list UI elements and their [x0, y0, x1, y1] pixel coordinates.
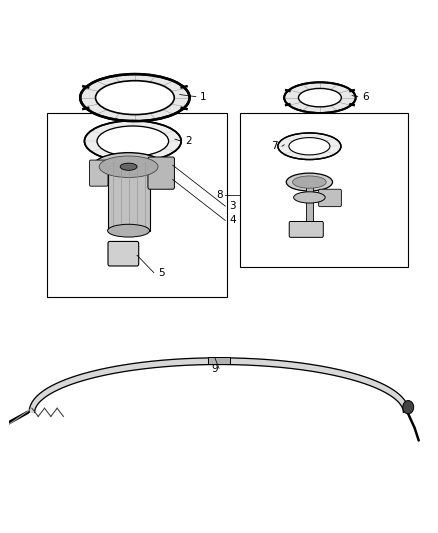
Ellipse shape — [80, 74, 190, 121]
Text: 7: 7 — [271, 141, 278, 151]
Polygon shape — [29, 358, 409, 413]
Circle shape — [403, 401, 413, 414]
Text: 6: 6 — [362, 92, 369, 102]
Ellipse shape — [289, 138, 330, 155]
Ellipse shape — [108, 224, 150, 237]
Ellipse shape — [85, 120, 181, 161]
Ellipse shape — [284, 82, 356, 113]
Text: 5: 5 — [158, 268, 165, 278]
Bar — [240, 113, 408, 266]
Text: 2: 2 — [185, 136, 192, 146]
Ellipse shape — [93, 152, 164, 181]
FancyBboxPatch shape — [289, 222, 323, 237]
FancyBboxPatch shape — [89, 160, 108, 186]
FancyBboxPatch shape — [319, 189, 341, 207]
Ellipse shape — [278, 133, 341, 159]
Ellipse shape — [99, 156, 158, 177]
Bar — [208, 357, 230, 364]
Ellipse shape — [298, 88, 341, 107]
Bar — [108, 159, 150, 231]
FancyBboxPatch shape — [148, 157, 174, 189]
Text: 4: 4 — [230, 215, 236, 225]
Ellipse shape — [97, 126, 169, 156]
Bar — [306, 177, 313, 228]
Ellipse shape — [293, 176, 326, 188]
Ellipse shape — [286, 173, 332, 191]
Ellipse shape — [293, 192, 325, 203]
Bar — [46, 113, 227, 297]
FancyBboxPatch shape — [108, 241, 139, 266]
Text: 8: 8 — [216, 190, 223, 200]
Ellipse shape — [120, 163, 137, 171]
Text: 3: 3 — [230, 201, 236, 211]
Text: 9: 9 — [212, 364, 218, 374]
Text: 1: 1 — [200, 92, 207, 102]
Ellipse shape — [95, 80, 174, 115]
